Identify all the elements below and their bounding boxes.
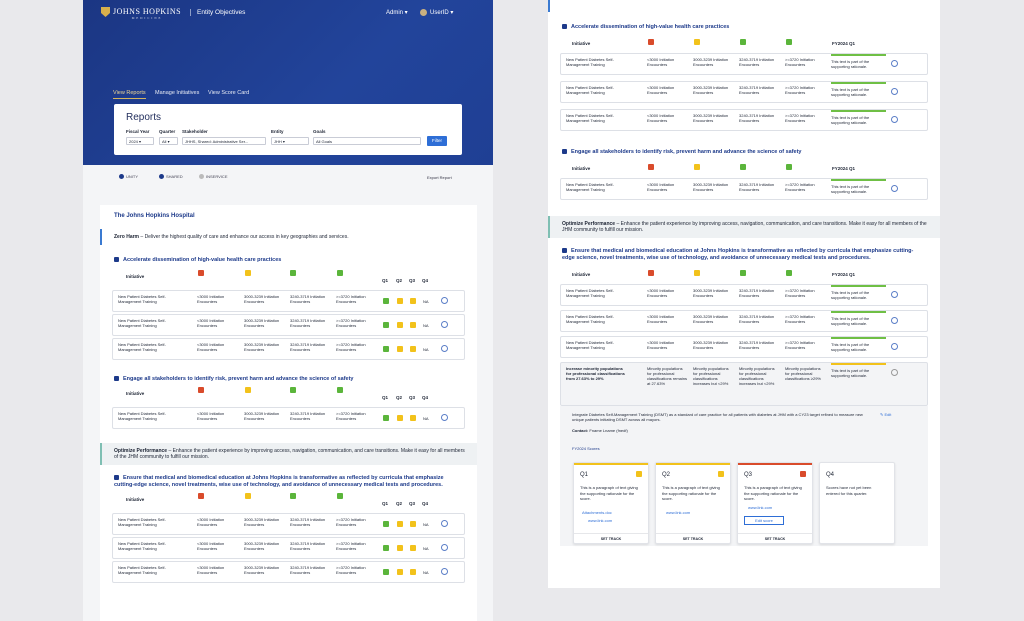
expand-icon[interactable] bbox=[441, 520, 448, 527]
expand-icon[interactable] bbox=[891, 291, 898, 298]
report-content: The Johns Hopkins Hospital Zero Harm – D… bbox=[100, 205, 477, 621]
table-row[interactable]: New Patient Diabetes Self-Management Tra… bbox=[560, 81, 928, 103]
reports-card: Reports Fiscal Year Quarter Stakeholder … bbox=[114, 104, 462, 155]
table-row[interactable]: New Patient Diabetes Self-Management Tra… bbox=[560, 178, 928, 200]
expand-icon[interactable] bbox=[441, 297, 448, 304]
set-track-button[interactable]: SET TRACK bbox=[738, 533, 812, 543]
table-header: Initiative Q1 Q2 Q3 Q4 bbox=[112, 387, 465, 401]
set-track-button[interactable]: SET TRACK bbox=[574, 533, 648, 543]
objective-icon bbox=[114, 257, 119, 263]
legend-inservice[interactable]: INSERVICE bbox=[199, 174, 228, 180]
shield-icon bbox=[101, 7, 110, 17]
logo: JOHNS HOPKINS MEDICINE bbox=[101, 7, 181, 20]
app-name: Entity Objectives bbox=[190, 9, 245, 16]
export-report-link[interactable]: Export Report bbox=[427, 175, 452, 180]
score-card-q1[interactable]: Q1 This is a paragraph of text giving the… bbox=[573, 462, 649, 544]
score-card-q2[interactable]: Q2 This is a paragraph of text giving the… bbox=[655, 462, 731, 544]
right-screen: Accelerate dissemination of high-value h… bbox=[548, 0, 940, 588]
objective-3: Ensure that medical and biomedical educa… bbox=[114, 475, 444, 488]
fiscal-year-select[interactable]: 2024 ▾ bbox=[126, 137, 154, 145]
edit-score-button[interactable]: Edit score bbox=[744, 516, 784, 525]
objective-1: Accelerate dissemination of high-value h… bbox=[548, 0, 940, 31]
table-row[interactable]: New Patient Diabetes Self-Management Tra… bbox=[560, 109, 928, 131]
table-row-expanded[interactable]: Increase minority populations for profes… bbox=[560, 362, 928, 406]
expand-icon[interactable] bbox=[891, 317, 898, 324]
table-header: Initiative Q1 Q2 Q3 Q4 bbox=[112, 493, 465, 507]
table-row[interactable]: New Patient Diabetes Self-Management Tra… bbox=[112, 561, 465, 583]
goals-select[interactable]: All Goals bbox=[313, 137, 421, 145]
link[interactable]: www.link.com bbox=[588, 518, 613, 523]
table-row[interactable]: New Patient Diabetes Self-Management Tra… bbox=[112, 513, 465, 535]
label-entity: Entity bbox=[271, 129, 284, 134]
table-header: Initiative FY2024 Q1 bbox=[572, 270, 856, 277]
scores-title: FY2024 Scores bbox=[572, 446, 600, 451]
objective-icon bbox=[114, 376, 119, 382]
table-header: Initiative FY2024 Q1 bbox=[572, 39, 856, 46]
tab-manage-initiatives[interactable]: Manage Initiatives bbox=[155, 90, 200, 96]
objective-2: Engage all stakeholders to identify risk… bbox=[548, 131, 940, 156]
tab-view-score-card[interactable]: View Score Card bbox=[208, 90, 250, 96]
expand-icon[interactable] bbox=[441, 321, 448, 328]
objective-icon bbox=[562, 149, 567, 155]
objective-3: Ensure that medical and biomedical educa… bbox=[562, 248, 914, 261]
stakeholder-select[interactable]: JHHS, Shared: Administrative Ser... bbox=[182, 137, 266, 145]
goal-zero-harm: Zero Harm – Deliver the highest quality … bbox=[100, 229, 477, 245]
top-bar: JOHNS HOPKINS MEDICINE Entity Objectives … bbox=[83, 0, 493, 26]
expand-icon[interactable] bbox=[891, 116, 898, 123]
expand-icon[interactable] bbox=[441, 414, 448, 421]
avatar bbox=[420, 9, 427, 16]
quarter-select[interactable]: All ▾ bbox=[159, 137, 178, 145]
user-menu[interactable]: UserID ▾ bbox=[420, 9, 453, 16]
label-fiscal-year: Fiscal Year bbox=[126, 129, 150, 134]
score-card-q4: Q4 Scores have not yet been entered for t… bbox=[819, 462, 895, 544]
goal-optimize-performance: Optimize Performance – Enhance the patie… bbox=[100, 443, 477, 465]
initiative-description: Integrate Diabetes Self-Management Train… bbox=[572, 412, 863, 422]
set-track-button[interactable]: SET TRACK bbox=[656, 533, 730, 543]
contact: Contact: Fname Lname (fnedf) bbox=[572, 428, 628, 433]
hospital-title: The Johns Hopkins Hospital bbox=[114, 213, 195, 219]
edit-link[interactable]: ✎ Edit bbox=[880, 412, 892, 417]
expand-icon[interactable] bbox=[891, 185, 898, 192]
expand-icon[interactable] bbox=[891, 60, 898, 67]
objective-2: Engage all stakeholders to identify risk… bbox=[100, 360, 477, 383]
table-row[interactable]: New Patient Diabetes Self-Management Tra… bbox=[560, 53, 928, 75]
filter-button[interactable]: Filter bbox=[427, 136, 447, 146]
expand-icon[interactable] bbox=[441, 544, 448, 551]
score-card-q3[interactable]: Q3 This is a paragraph of text giving the… bbox=[737, 462, 813, 544]
close-icon[interactable] bbox=[891, 369, 898, 376]
expand-icon[interactable] bbox=[441, 568, 448, 575]
expand-icon[interactable] bbox=[891, 88, 898, 95]
table-row[interactable]: New Patient Diabetes Self-Management Tra… bbox=[112, 290, 465, 312]
header: JOHNS HOPKINS MEDICINE Entity Objectives … bbox=[83, 0, 493, 165]
table-row[interactable]: New Patient Diabetes Self-Management Tra… bbox=[112, 407, 465, 429]
expand-icon[interactable] bbox=[441, 345, 448, 352]
objective-icon bbox=[114, 475, 119, 481]
admin-menu[interactable]: Admin ▾ bbox=[386, 10, 408, 16]
table-row[interactable]: New Patient Diabetes Self-Management Tra… bbox=[560, 310, 928, 332]
objective-1: Accelerate dissemination of high-value h… bbox=[100, 245, 477, 264]
objective-icon bbox=[562, 248, 567, 254]
table-row[interactable]: New Patient Diabetes Self-Management Tra… bbox=[112, 537, 465, 559]
table-header: Initiative Q1 Q2 Q3 Q4 bbox=[112, 270, 465, 284]
objective-icon bbox=[562, 24, 567, 30]
legend-shared[interactable]: SHARED bbox=[159, 174, 183, 180]
label-goals: Goals bbox=[313, 129, 326, 134]
goal-optimize-performance: Optimize Performance – Enhance the patie… bbox=[548, 216, 940, 238]
table-row[interactable]: New Patient Diabetes Self-Management Tra… bbox=[560, 336, 928, 358]
link[interactable]: www.link.com bbox=[666, 510, 691, 515]
table-row[interactable]: New Patient Diabetes Self-Management Tra… bbox=[112, 314, 465, 336]
link[interactable]: www.link.com bbox=[748, 505, 773, 510]
label-stakeholder: Stakeholder bbox=[182, 129, 208, 134]
left-screen: JOHNS HOPKINS MEDICINE Entity Objectives … bbox=[83, 0, 493, 621]
tab-view-reports[interactable]: View Reports bbox=[113, 90, 146, 99]
entity-select[interactable]: JHH ▾ bbox=[271, 137, 309, 145]
legend-unity[interactable]: UNITY bbox=[119, 174, 138, 180]
expand-icon[interactable] bbox=[891, 343, 898, 350]
attachment-link[interactable]: Attachments.doc bbox=[582, 510, 612, 515]
label-quarter: Quarter bbox=[159, 129, 176, 134]
table-header: Initiative FY2024 Q1 bbox=[572, 164, 856, 171]
table-row[interactable]: New Patient Diabetes Self-Management Tra… bbox=[560, 284, 928, 306]
page-title: Reports bbox=[126, 112, 162, 123]
table-row[interactable]: New Patient Diabetes Self-Management Tra… bbox=[112, 338, 465, 360]
